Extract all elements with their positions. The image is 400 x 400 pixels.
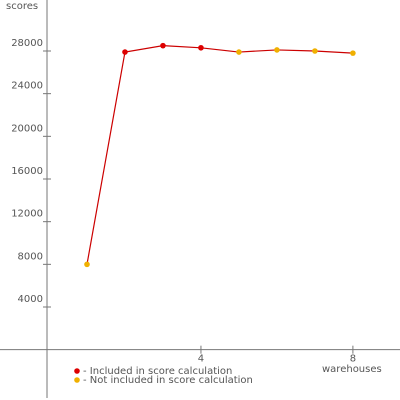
legend-label: - Included in score calculation bbox=[83, 366, 232, 377]
data-point bbox=[160, 42, 166, 49]
y-axis-label: scores bbox=[6, 1, 38, 12]
data-point bbox=[84, 261, 90, 268]
y-tick-label: 20000 bbox=[11, 123, 43, 134]
x-axis-label: warehouses bbox=[322, 364, 382, 375]
y-tick-label: 8000 bbox=[18, 251, 43, 262]
data-point bbox=[236, 49, 242, 55]
data-point bbox=[122, 49, 128, 55]
data-line bbox=[86, 45, 353, 265]
data-point bbox=[274, 47, 280, 53]
legend-marker bbox=[74, 368, 80, 374]
data-point bbox=[350, 50, 356, 56]
y-tick-label: 24000 bbox=[11, 81, 43, 92]
y-tick-label: 12000 bbox=[11, 209, 43, 220]
x-tick-label: 4 bbox=[198, 354, 204, 365]
data-point bbox=[198, 44, 204, 51]
legend-marker bbox=[74, 377, 80, 383]
y-tick-label: 16000 bbox=[11, 166, 43, 177]
y-tick-label: 28000 bbox=[11, 38, 43, 49]
y-tick-label: 4000 bbox=[18, 294, 43, 305]
legend-label: - Not included in score calculation bbox=[83, 375, 253, 386]
data-point bbox=[312, 48, 318, 54]
x-tick-label: 8 bbox=[350, 354, 356, 365]
